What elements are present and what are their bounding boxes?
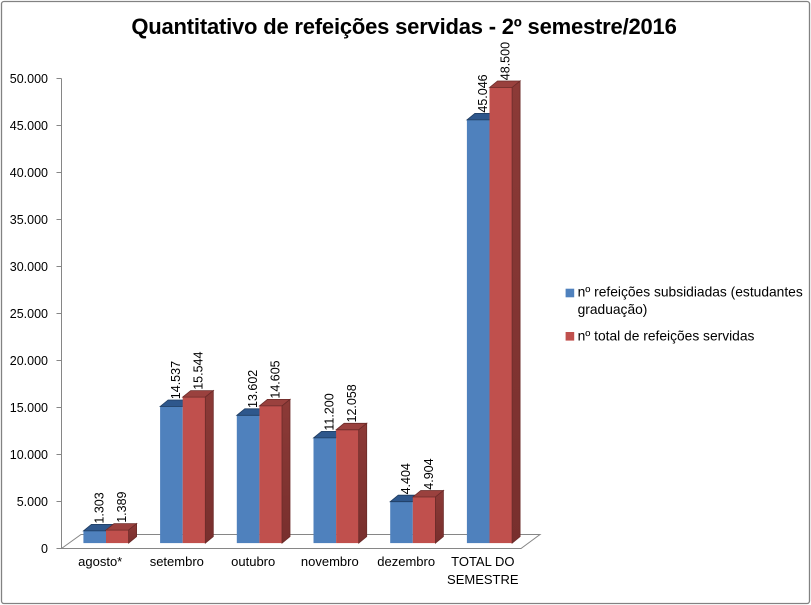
svg-text:40.000: 40.000 — [10, 166, 48, 180]
svg-text:12.058: 12.058 — [345, 384, 359, 422]
svg-text:13.602: 13.602 — [246, 370, 260, 408]
svg-text:nº refeições subsidiadas (estu: nº refeições subsidiadas (estudantes — [578, 285, 803, 300]
svg-text:outubro: outubro — [231, 554, 275, 569]
svg-text:nº total de refeições servidas: nº total de refeições servidas — [578, 329, 755, 344]
svg-text:10.000: 10.000 — [10, 448, 48, 462]
svg-text:1.389: 1.389 — [115, 491, 129, 522]
svg-text:30.000: 30.000 — [10, 260, 48, 274]
svg-text:48.500: 48.500 — [498, 42, 512, 80]
svg-text:Quantitativo de refeições serv: Quantitativo de refeições servidas - 2º … — [131, 14, 676, 39]
svg-text:1.303: 1.303 — [92, 492, 106, 523]
svg-text:14.605: 14.605 — [268, 360, 282, 398]
svg-text:4.904: 4.904 — [422, 458, 436, 489]
svg-text:50.000: 50.000 — [10, 72, 48, 86]
svg-text:graduação): graduação) — [578, 302, 648, 317]
svg-text:SEMESTRE: SEMESTRE — [447, 572, 519, 587]
svg-text:5.000: 5.000 — [17, 495, 48, 509]
svg-text:0: 0 — [41, 542, 48, 556]
svg-text:agosto*: agosto* — [78, 554, 122, 569]
svg-text:novembro: novembro — [301, 554, 359, 569]
svg-text:TOTAL DO: TOTAL DO — [451, 554, 514, 569]
svg-text:35.000: 35.000 — [10, 213, 48, 227]
svg-text:14.537: 14.537 — [169, 361, 183, 399]
svg-text:45.046: 45.046 — [476, 74, 490, 112]
svg-text:25.000: 25.000 — [10, 307, 48, 321]
svg-text:dezembro: dezembro — [377, 554, 435, 569]
svg-text:setembro: setembro — [150, 554, 204, 569]
svg-text:15.000: 15.000 — [10, 401, 48, 415]
svg-text:11.200: 11.200 — [322, 393, 336, 430]
svg-text:45.000: 45.000 — [10, 119, 48, 133]
svg-text:15.544: 15.544 — [192, 352, 206, 390]
svg-text:20.000: 20.000 — [10, 354, 48, 368]
svg-text:4.404: 4.404 — [399, 463, 413, 494]
